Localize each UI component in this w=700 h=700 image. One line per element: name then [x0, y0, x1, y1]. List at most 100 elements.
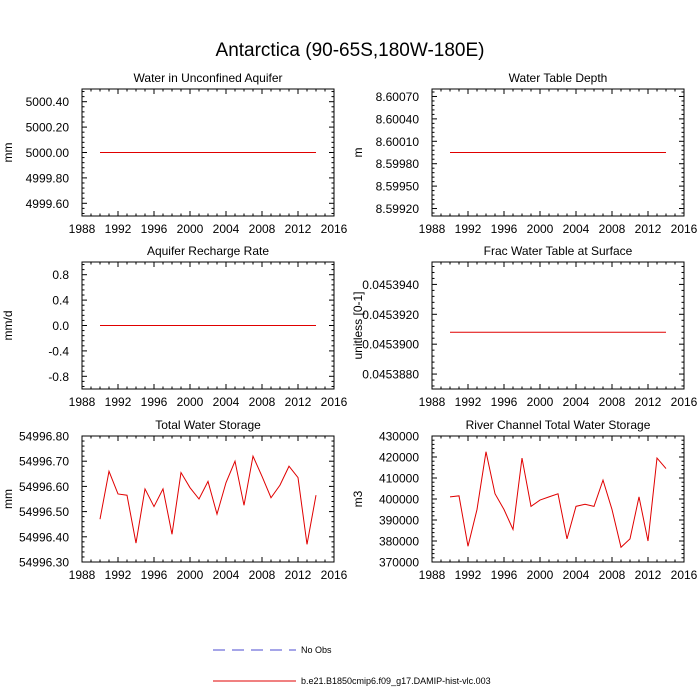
- panel-5: Total Water Storage mm 1988 1992 1996 2000 200…: [1, 418, 348, 582]
- y-tick-label: 0.0: [52, 319, 69, 333]
- x-tick-label: 2016: [671, 395, 698, 409]
- y-tick-label: 54996.60: [19, 480, 69, 494]
- y-tick-label: 54996.80: [19, 430, 69, 444]
- y-tick-label: 8.60040: [376, 112, 420, 126]
- x-tick-label: 1996: [491, 568, 518, 582]
- y-tick-label: 5000.00: [26, 146, 70, 160]
- x-tick-label: 2004: [563, 568, 590, 582]
- plot-frame: [431, 435, 685, 563]
- y-tick-label: 380000: [379, 535, 419, 549]
- figure-title: Antarctica (90-65S,180W-180E): [216, 40, 485, 61]
- x-tick-label: 1988: [419, 395, 446, 409]
- panel-1: Water in Unconfined Aquifer mm 1988 1992 199…: [1, 71, 348, 236]
- y-tick-label: 0.8: [52, 268, 69, 282]
- x-tick-label: 2012: [285, 568, 312, 582]
- y-axis-label: mm: [1, 143, 15, 163]
- y-axis-label: unitless [0-1]: [351, 291, 365, 359]
- y-tick-label: 420000: [379, 451, 419, 465]
- x-tick-label: 2008: [249, 222, 276, 236]
- legend-model-label: b.e21.B1850cmip6.f09_g17.DAMIP-hist-vlc.…: [301, 676, 491, 686]
- y-tick-label: 54996.70: [19, 455, 69, 469]
- x-tick-label: 1988: [69, 222, 96, 236]
- legend-obs-label: No Obs: [301, 645, 332, 655]
- plot-frame: [431, 261, 685, 390]
- x-tick-label: 1988: [69, 568, 96, 582]
- x-tick-label: 2000: [527, 395, 554, 409]
- x-tick-label: 2004: [213, 568, 240, 582]
- x-tick-label: 2004: [213, 222, 240, 236]
- panel-title: Frac Water Table at Surface: [484, 244, 633, 258]
- y-axis-label: m: [351, 148, 365, 158]
- x-tick-label: 1992: [455, 395, 482, 409]
- panel-title: Total Water Storage: [155, 418, 261, 432]
- y-tick-label: 54996.30: [19, 556, 69, 570]
- x-tick-label: 2000: [527, 222, 554, 236]
- y-tick-label: 8.60010: [376, 135, 420, 149]
- x-tick-label: 1996: [141, 568, 168, 582]
- y-tick-label: 5000.40: [26, 95, 70, 109]
- x-tick-label: 2000: [527, 568, 554, 582]
- x-tick-label: 1992: [455, 568, 482, 582]
- series-line: [99, 454, 317, 545]
- y-tick-label: 8.59980: [376, 157, 420, 171]
- x-tick-label: 2016: [321, 222, 348, 236]
- x-tick-label: 1996: [491, 395, 518, 409]
- panel-3: Aquifer Recharge Rate mm/d 1988 1992 1996 200…: [1, 244, 348, 409]
- x-tick-label: 2008: [599, 568, 626, 582]
- y-tick-label: 5000.20: [26, 121, 70, 135]
- y-tick-label: 8.59920: [376, 202, 420, 216]
- x-tick-label: 2004: [213, 395, 240, 409]
- y-tick-label: 54996.40: [19, 530, 69, 544]
- x-tick-label: 2012: [635, 395, 662, 409]
- x-tick-label: 2016: [321, 568, 348, 582]
- y-tick-label: -0.8: [48, 370, 69, 384]
- y-tick-label: 410000: [379, 472, 419, 486]
- y-tick-label: 0.4: [52, 294, 69, 308]
- x-tick-label: 1996: [491, 222, 518, 236]
- y-tick-label: 4999.60: [26, 197, 70, 211]
- y-tick-label: 0.0453900: [362, 338, 419, 352]
- x-tick-label: 1992: [455, 222, 482, 236]
- y-tick-label: 390000: [379, 514, 419, 528]
- panel-2: Water Table Depth m 1988 1992 1996 2000 2004 20…: [351, 71, 698, 236]
- y-tick-label: 8.59950: [376, 180, 420, 194]
- x-tick-label: 1992: [105, 568, 132, 582]
- x-tick-label: 2008: [249, 395, 276, 409]
- x-tick-label: 2016: [671, 568, 698, 582]
- x-tick-label: 2008: [599, 222, 626, 236]
- x-tick-label: 1996: [141, 222, 168, 236]
- y-axis-label: mm: [1, 489, 15, 509]
- legend: No Obs b.e21.B1850cmip6.f09_g17.DAMIP-hi…: [213, 645, 491, 686]
- x-tick-label: 2008: [249, 568, 276, 582]
- panel-title: Aquifer Recharge Rate: [147, 244, 269, 258]
- x-tick-label: 1988: [69, 395, 96, 409]
- y-tick-label: 8.60070: [376, 90, 420, 104]
- x-tick-label: 2000: [177, 395, 204, 409]
- y-tick-label: 400000: [379, 493, 419, 507]
- x-tick-label: 2012: [635, 222, 662, 236]
- y-tick-label: 54996.50: [19, 505, 69, 519]
- x-tick-label: 2008: [599, 395, 626, 409]
- y-tick-label: 0.0453920: [362, 308, 419, 322]
- y-axis-label: mm/d: [1, 311, 15, 341]
- x-tick-label: 2004: [563, 222, 590, 236]
- panel-6: River Channel Total Water Storage m3 1988 1…: [351, 418, 698, 582]
- panel-title: Water Table Depth: [509, 71, 608, 85]
- x-tick-label: 2012: [635, 568, 662, 582]
- y-axis-label: m3: [351, 490, 365, 507]
- x-tick-label: 2016: [321, 395, 348, 409]
- series-line: [449, 451, 667, 549]
- plot-frame: [81, 435, 335, 563]
- x-tick-label: 2000: [177, 568, 204, 582]
- y-tick-label: 0.0453940: [362, 278, 419, 292]
- x-tick-label: 2004: [563, 395, 590, 409]
- x-tick-label: 2000: [177, 222, 204, 236]
- y-tick-label: 430000: [379, 430, 419, 444]
- y-tick-label: 4999.80: [26, 171, 70, 185]
- x-tick-label: 2012: [285, 395, 312, 409]
- panel-4: Frac Water Table at Surface unitless [0-1…: [351, 244, 698, 409]
- y-tick-label: 370000: [379, 556, 419, 570]
- x-tick-label: 2016: [671, 222, 698, 236]
- x-tick-label: 1988: [419, 568, 446, 582]
